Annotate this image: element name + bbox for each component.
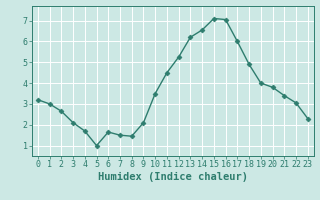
- X-axis label: Humidex (Indice chaleur): Humidex (Indice chaleur): [98, 172, 248, 182]
